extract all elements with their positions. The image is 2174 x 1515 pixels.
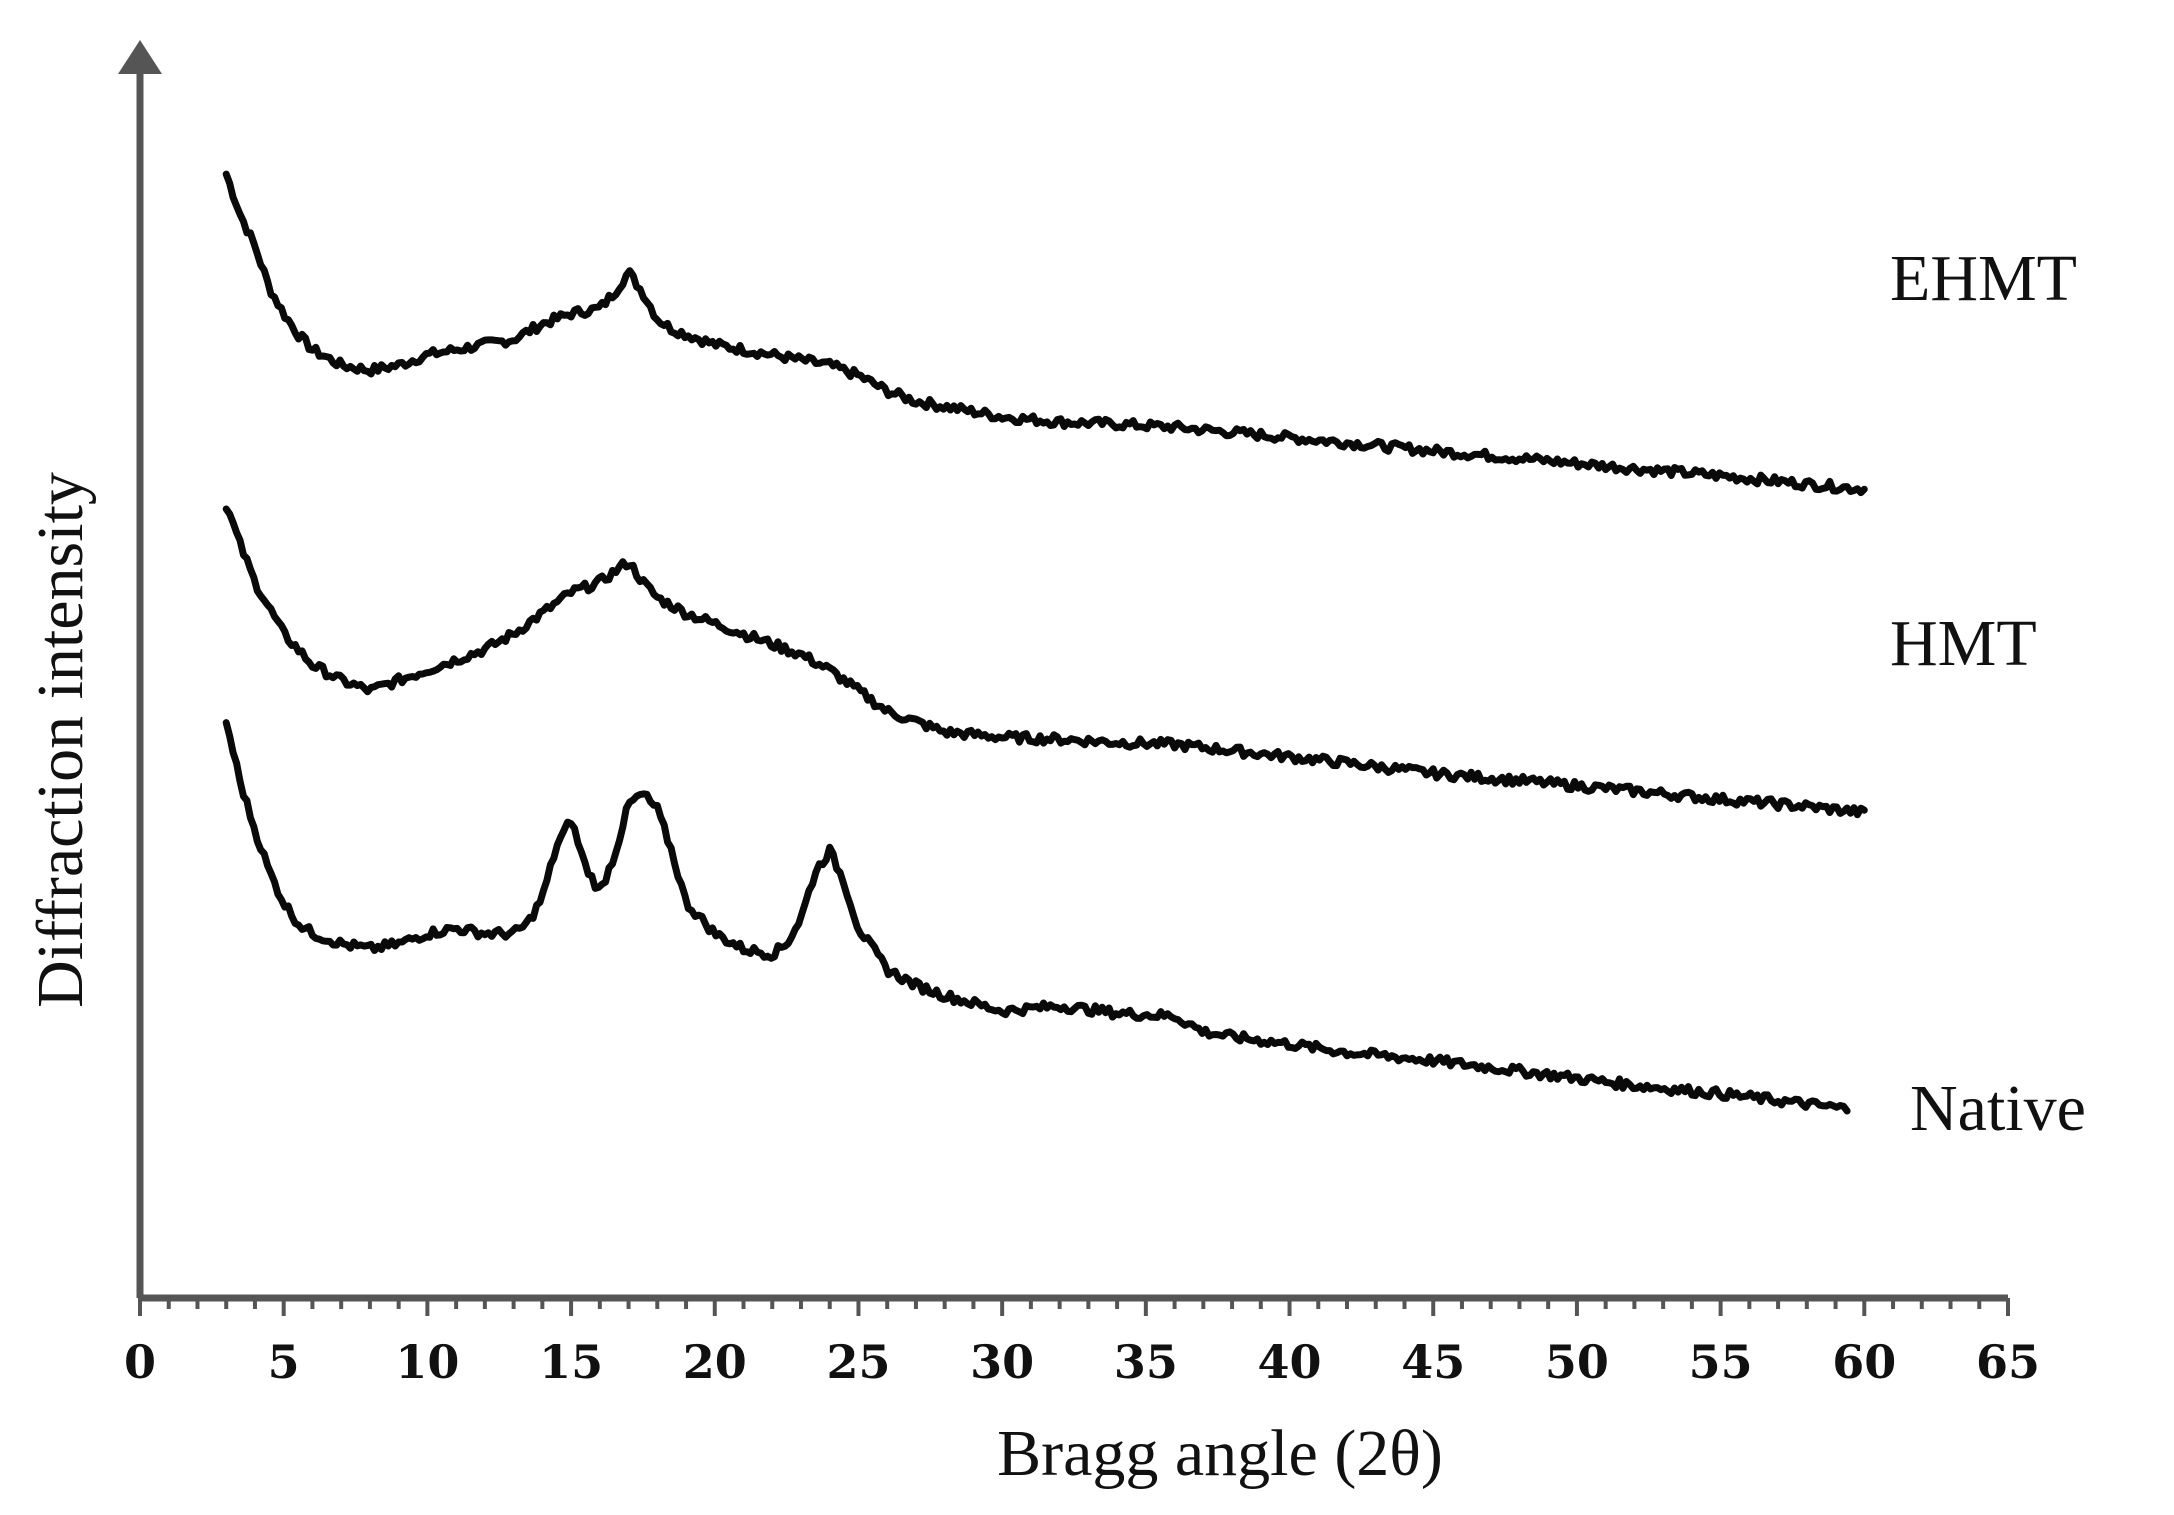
- x-tick-label: 60: [1832, 1335, 1896, 1389]
- x-axis-title: Bragg angle (2θ): [997, 1417, 1443, 1490]
- x-ticks: 0 5 10 15 20 25 30 35 40 45 50 55 60 65: [124, 1298, 2040, 1389]
- traces: [222, 170, 1868, 1115]
- series-label-ehmt: EHMT: [1890, 242, 2077, 315]
- x-tick-label: 50: [1545, 1335, 1609, 1389]
- y-axis-title: Diffraction intensity: [24, 472, 97, 1008]
- x-tick-label: 65: [1976, 1335, 2040, 1389]
- x-tick-label: 40: [1258, 1335, 1322, 1389]
- x-tick-label: 0: [124, 1335, 156, 1389]
- x-tick-label: 45: [1401, 1335, 1465, 1389]
- series-label-hmt: HMT: [1890, 607, 2037, 680]
- trace-native: [222, 719, 1851, 1115]
- axes: [118, 40, 2008, 1302]
- x-tick-label: 10: [395, 1335, 459, 1389]
- y-axis-arrow: [118, 40, 162, 74]
- series-labels: EHMT HMT Native: [1890, 242, 2086, 1145]
- x-tick-label: 5: [268, 1335, 300, 1389]
- x-tick-label: 55: [1689, 1335, 1753, 1389]
- trace-ehmt: [222, 170, 1868, 497]
- x-tick-label: 35: [1114, 1335, 1178, 1389]
- series-label-native: Native: [1910, 1072, 2086, 1145]
- x-tick-label: 20: [683, 1335, 747, 1389]
- x-tick-label: 30: [970, 1335, 1034, 1389]
- x-tick-label: 25: [826, 1335, 890, 1389]
- trace-hmt: [222, 505, 1868, 819]
- x-tick-label: 15: [539, 1335, 603, 1389]
